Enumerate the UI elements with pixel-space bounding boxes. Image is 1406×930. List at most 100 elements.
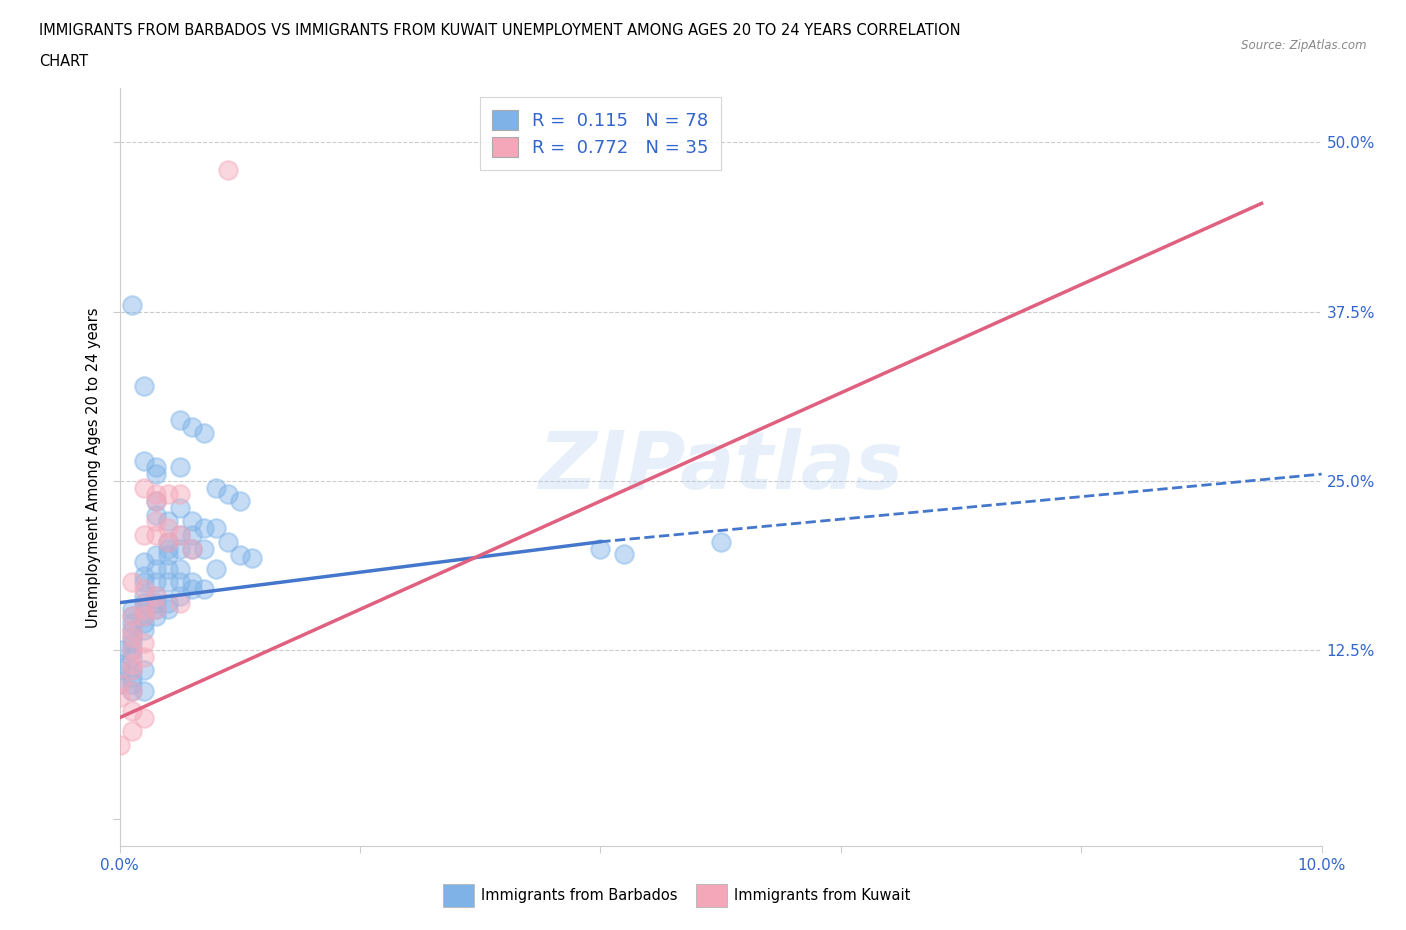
Point bbox=[145, 589, 167, 604]
Point bbox=[180, 575, 202, 590]
Point bbox=[121, 602, 143, 617]
Point bbox=[169, 575, 191, 590]
Point bbox=[108, 737, 131, 752]
Text: Source: ZipAtlas.com: Source: ZipAtlas.com bbox=[1241, 39, 1367, 52]
Point bbox=[169, 589, 191, 604]
Point bbox=[132, 663, 155, 678]
Point bbox=[145, 494, 167, 509]
Point bbox=[121, 609, 143, 624]
Point bbox=[180, 541, 202, 556]
Point bbox=[121, 724, 143, 738]
Point bbox=[169, 527, 191, 542]
Point bbox=[132, 480, 155, 495]
Point bbox=[121, 636, 143, 651]
Point bbox=[589, 541, 612, 556]
Point bbox=[145, 460, 167, 475]
Point bbox=[132, 609, 155, 624]
Point bbox=[132, 616, 155, 631]
Point bbox=[180, 541, 202, 556]
Point bbox=[145, 494, 167, 509]
Point bbox=[145, 595, 167, 610]
Point bbox=[132, 581, 155, 596]
Point bbox=[145, 602, 167, 617]
Point bbox=[132, 453, 155, 468]
Point bbox=[121, 670, 143, 684]
Point bbox=[145, 575, 167, 590]
Point bbox=[121, 575, 143, 590]
Point bbox=[121, 649, 143, 664]
Point bbox=[121, 609, 143, 624]
Point bbox=[108, 676, 131, 691]
Point bbox=[156, 487, 179, 502]
Point bbox=[228, 494, 252, 509]
Text: Immigrants from Barbados: Immigrants from Barbados bbox=[481, 888, 678, 903]
Point bbox=[193, 521, 215, 536]
Point bbox=[132, 554, 155, 569]
Point bbox=[193, 426, 215, 441]
Point bbox=[156, 548, 179, 563]
Point bbox=[121, 684, 143, 698]
Point bbox=[132, 595, 155, 610]
Y-axis label: Unemployment Among Ages 20 to 24 years: Unemployment Among Ages 20 to 24 years bbox=[86, 307, 101, 628]
Legend: R =  0.115   N = 78, R =  0.772   N = 35: R = 0.115 N = 78, R = 0.772 N = 35 bbox=[479, 98, 721, 169]
Point bbox=[204, 562, 226, 577]
Point bbox=[217, 535, 239, 550]
Point bbox=[132, 636, 155, 651]
Point bbox=[156, 562, 179, 577]
Point bbox=[145, 562, 167, 577]
Point bbox=[709, 535, 731, 550]
Point bbox=[169, 541, 191, 556]
Point bbox=[145, 514, 167, 529]
Point bbox=[121, 643, 143, 658]
Point bbox=[121, 684, 143, 698]
Point bbox=[108, 663, 131, 678]
Point bbox=[169, 562, 191, 577]
Point bbox=[156, 595, 179, 610]
Point bbox=[145, 602, 167, 617]
Point bbox=[193, 581, 215, 596]
Point bbox=[121, 629, 143, 644]
Point bbox=[121, 622, 143, 637]
Point bbox=[169, 595, 191, 610]
Point bbox=[132, 379, 155, 393]
Point bbox=[180, 514, 202, 529]
Point bbox=[121, 657, 143, 671]
Point bbox=[108, 676, 131, 691]
Point bbox=[145, 548, 167, 563]
Text: IMMIGRANTS FROM BARBADOS VS IMMIGRANTS FROM KUWAIT UNEMPLOYMENT AMONG AGES 20 TO: IMMIGRANTS FROM BARBADOS VS IMMIGRANTS F… bbox=[39, 23, 960, 38]
Point bbox=[132, 568, 155, 583]
Point bbox=[156, 575, 179, 590]
Point bbox=[145, 527, 167, 542]
Point bbox=[228, 548, 252, 563]
Point bbox=[169, 500, 191, 515]
Point bbox=[217, 162, 239, 177]
Point bbox=[145, 507, 167, 522]
Point bbox=[108, 690, 131, 705]
Point bbox=[193, 541, 215, 556]
Point bbox=[145, 589, 167, 604]
Point bbox=[132, 711, 155, 725]
Point bbox=[121, 629, 143, 644]
Point bbox=[121, 676, 143, 691]
Point bbox=[132, 684, 155, 698]
Point bbox=[169, 460, 191, 475]
Point bbox=[121, 298, 143, 312]
Point bbox=[108, 643, 131, 658]
Point bbox=[132, 602, 155, 617]
Point bbox=[180, 581, 202, 596]
Point bbox=[121, 663, 143, 678]
Point bbox=[240, 551, 263, 565]
Point bbox=[132, 649, 155, 664]
Point bbox=[132, 609, 155, 624]
Point bbox=[613, 547, 636, 562]
Point bbox=[217, 487, 239, 502]
Point bbox=[121, 622, 143, 637]
Text: Immigrants from Kuwait: Immigrants from Kuwait bbox=[734, 888, 910, 903]
Point bbox=[121, 643, 143, 658]
Point bbox=[145, 609, 167, 624]
Point bbox=[132, 589, 155, 604]
Text: ZIPatlas: ZIPatlas bbox=[538, 429, 903, 506]
Point bbox=[156, 521, 179, 536]
Point bbox=[204, 521, 226, 536]
Point bbox=[132, 602, 155, 617]
